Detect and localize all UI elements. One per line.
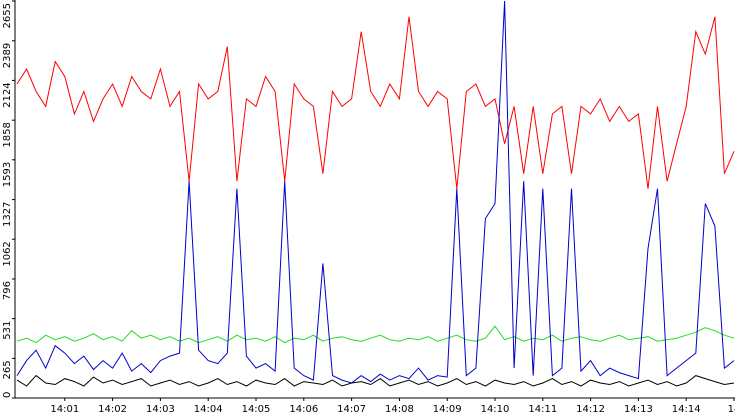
x-tick-label: 14:08 (385, 404, 414, 415)
y-tick-label: 1327 (2, 202, 13, 227)
x-tick-label: 14:01 (50, 404, 79, 415)
y-tick-label: 796 (2, 281, 13, 300)
y-tick-label: 1062 (2, 241, 13, 266)
y-tick-label: 2124 (2, 82, 13, 107)
x-tick-label: 14:05 (242, 404, 271, 415)
series-line (16, 325, 735, 344)
x-tick-label: 14:12 (576, 404, 605, 415)
y-tick-label: 0 (2, 392, 13, 398)
y-tick-label: 265 (2, 360, 13, 379)
y-tick-label: 2655 (2, 3, 13, 28)
y-tick-label: 1858 (2, 122, 13, 147)
x-tick-label: 14:09 (433, 404, 462, 415)
y-tick-label: 2389 (2, 43, 13, 68)
x-tick-label: 14:03 (146, 404, 175, 415)
x-tick-label: 14:10 (481, 404, 510, 415)
x-tick-label: 14 (728, 404, 735, 415)
y-tick-label: 1593 (2, 162, 13, 187)
y-tick-label: 531 (2, 321, 13, 340)
series-line (16, 0, 735, 384)
x-tick-label: 14:11 (528, 404, 557, 415)
x-tick-label: 14:14 (672, 404, 701, 415)
x-tick-label: 14:04 (194, 404, 223, 415)
x-tick-label: 14:02 (98, 404, 127, 415)
series-line (16, 374, 735, 387)
x-tick-label: 14:13 (624, 404, 653, 415)
x-tick-label: 14:06 (289, 404, 318, 415)
series-line (16, 16, 735, 189)
x-tick-label: 14:07 (337, 404, 366, 415)
